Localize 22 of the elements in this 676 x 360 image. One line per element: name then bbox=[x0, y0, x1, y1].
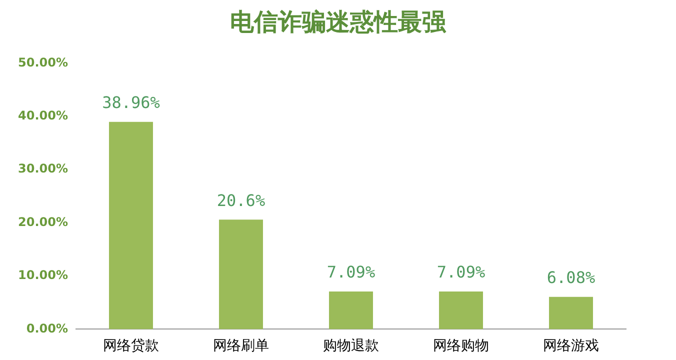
y-tick-label: 20.00% bbox=[18, 214, 68, 229]
bar bbox=[218, 220, 263, 330]
y-tick-label: 30.00% bbox=[18, 162, 68, 176]
x-tick-label: 网络游戏 bbox=[543, 338, 599, 354]
y-tick-label: 10.00% bbox=[18, 268, 68, 282]
y-tick-label: 40.00% bbox=[18, 108, 68, 123]
y-tick-label: 50.00% bbox=[18, 55, 68, 70]
data-label: 6.08% bbox=[546, 268, 596, 288]
data-label: 7.09% bbox=[326, 262, 376, 282]
data-label: 7.09% bbox=[436, 262, 486, 282]
chart-title: 电信诈骗迷惑性最强 bbox=[229, 7, 448, 38]
x-tick-label: 网络购物 bbox=[432, 338, 489, 354]
data-label: 38.96% bbox=[102, 93, 160, 112]
data-label: 20.6% bbox=[216, 190, 266, 210]
bar bbox=[108, 122, 153, 330]
x-tick-label: 网络贷款 bbox=[102, 338, 159, 354]
bar bbox=[328, 291, 373, 330]
y-tick-label: 0.00% bbox=[26, 321, 68, 336]
bar bbox=[548, 296, 593, 330]
x-tick-label: 购物退款 bbox=[322, 338, 379, 354]
bar bbox=[438, 291, 483, 330]
x-tick-label: 网络刷单 bbox=[212, 338, 269, 354]
